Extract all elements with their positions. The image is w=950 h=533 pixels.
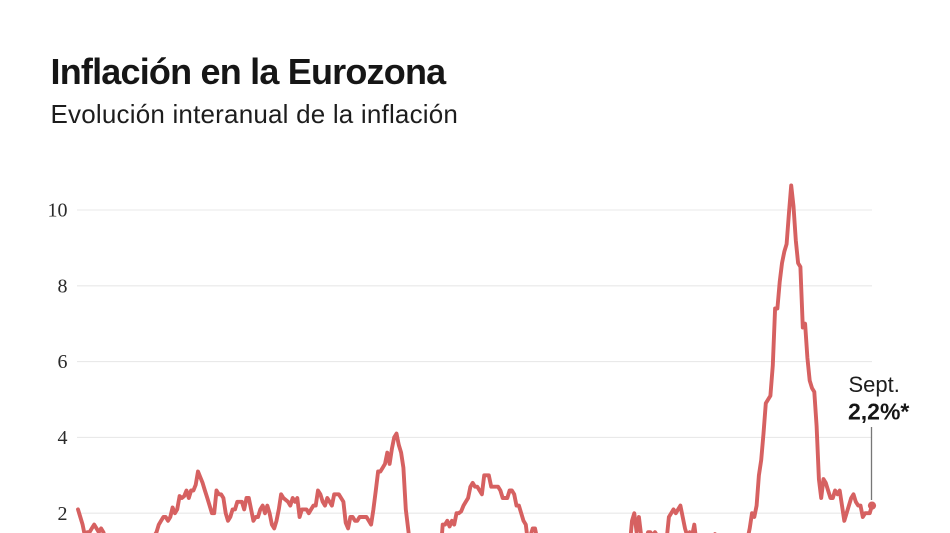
svg-text:2,2%*: 2,2%* [848,399,909,425]
svg-text:8: 8 [58,275,68,297]
svg-text:10: 10 [48,200,68,222]
svg-text:2: 2 [58,503,68,525]
svg-text:6: 6 [58,351,68,373]
svg-text:Sept.: Sept. [849,372,900,397]
svg-text:4: 4 [58,427,68,449]
